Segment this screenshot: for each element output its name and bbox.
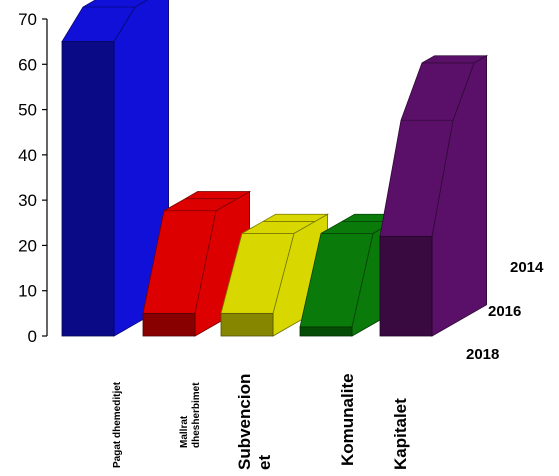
category-label: Subvencionet bbox=[235, 374, 274, 470]
bar-top bbox=[220, 213, 330, 314]
series-label: 2018 bbox=[466, 346, 499, 363]
bars bbox=[61, 0, 489, 337]
bar-front bbox=[379, 235, 433, 337]
category-label: Pagat dhemeditjet bbox=[112, 381, 123, 468]
y-tick-label: 40 bbox=[18, 146, 37, 165]
bar-front bbox=[299, 326, 353, 337]
bar-top bbox=[379, 55, 489, 237]
y-tick-label: 60 bbox=[18, 55, 37, 74]
y-tick-group: 0 10 20 30 40 50 60 70 bbox=[18, 10, 47, 346]
category-label-line: Komunalite bbox=[338, 373, 357, 466]
category-label-line: Kapitalet bbox=[391, 398, 410, 470]
category-label-line: Subvencion bbox=[235, 374, 254, 470]
y-axis: 0 10 20 30 40 50 60 70 bbox=[18, 10, 48, 346]
bar-top bbox=[61, 0, 149, 43]
series-labels: 2014 2016 2018 bbox=[466, 259, 544, 363]
bar-top bbox=[142, 191, 252, 314]
y-tick-label: 10 bbox=[18, 282, 37, 301]
category-labels: Pagat dhemeditjet Mallratdhesherbimet Subv… bbox=[112, 373, 410, 470]
bar-group bbox=[379, 55, 489, 337]
category-label-line: dhesherbimet bbox=[191, 382, 202, 448]
category-label-line: et bbox=[255, 455, 274, 470]
category-label-line: Pagat dhemeditjet bbox=[112, 381, 123, 468]
bar-front bbox=[61, 41, 115, 337]
category-label: Mallratdhesherbimet bbox=[179, 382, 202, 448]
y-tick-label: 20 bbox=[18, 236, 37, 255]
category-label-line: Mallrat bbox=[179, 415, 190, 448]
y-tick-label: 30 bbox=[18, 191, 37, 210]
bar-front bbox=[220, 312, 274, 337]
category-label: Komunalite bbox=[338, 373, 357, 466]
series-label: 2014 bbox=[510, 259, 544, 276]
bar-front bbox=[142, 312, 196, 337]
category-label: Kapitalet bbox=[391, 398, 410, 470]
y-tick-label: 70 bbox=[18, 10, 37, 29]
y-tick-label: 50 bbox=[18, 101, 37, 120]
y-tick-label: 0 bbox=[28, 327, 37, 346]
series-label: 2016 bbox=[488, 303, 521, 320]
